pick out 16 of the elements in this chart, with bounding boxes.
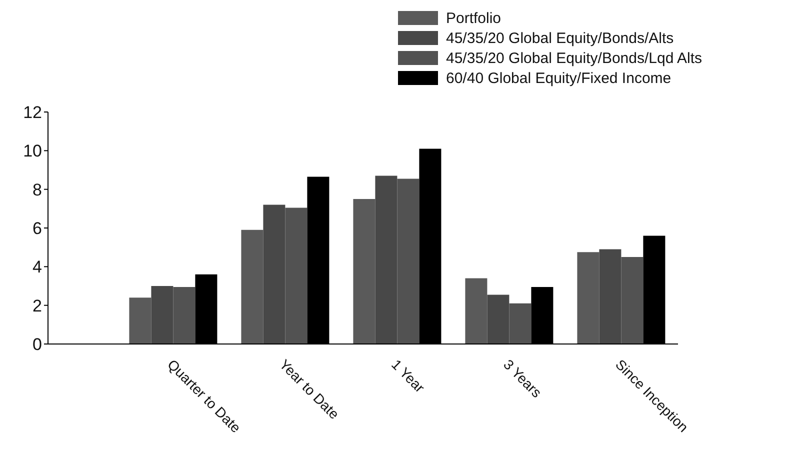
legend-label: 45/35/20 Global Equity/Bonds/Lqd Alts: [446, 50, 702, 66]
legend-label: Portfolio: [446, 10, 502, 26]
y-tick-label: 10: [23, 142, 42, 161]
legend-label: 60/40 Global Equity/Fixed Income: [446, 70, 672, 86]
legend-label: 45/35/20 Global Equity/Bonds/Alts: [446, 30, 674, 46]
y-tick-label: 6: [32, 219, 42, 238]
bar: [129, 298, 152, 344]
y-tick-label: 2: [32, 296, 42, 316]
y-tick-label: 8: [32, 180, 42, 200]
y-tick-label: 12: [23, 103, 42, 122]
y-tick-label: 0: [32, 335, 42, 354]
y-tick-label: 4: [32, 258, 42, 277]
bar: [241, 230, 264, 344]
bar: [465, 278, 488, 344]
bar: [353, 199, 376, 344]
bar: [577, 252, 600, 344]
